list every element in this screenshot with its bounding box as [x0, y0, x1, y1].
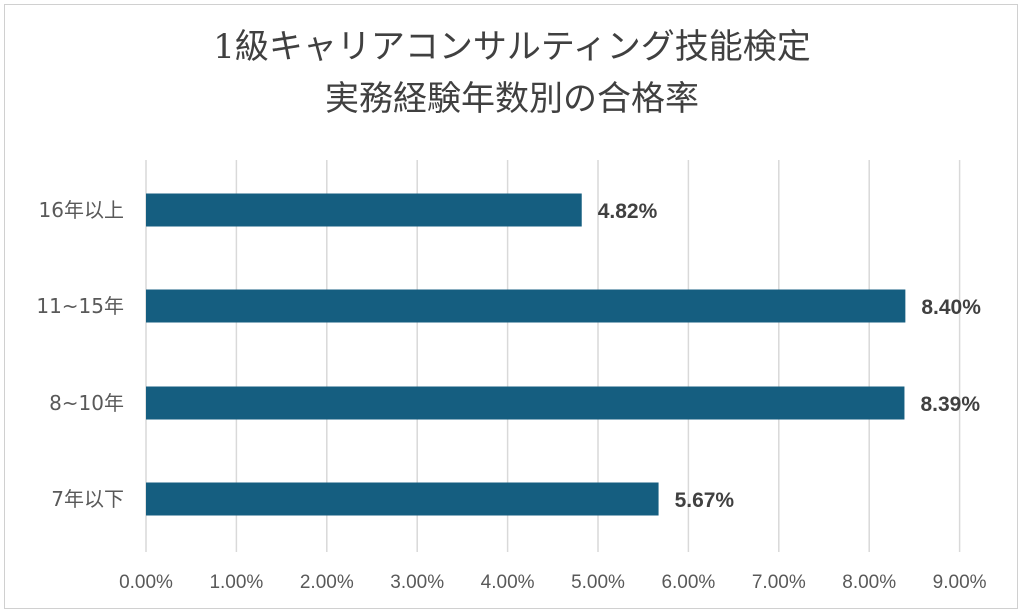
x-tick-label: 7.00% [752, 572, 806, 593]
x-tick-label: 2.00% [300, 572, 354, 593]
x-tick-label: 1.00% [209, 572, 263, 593]
x-tick-label: 3.00% [390, 572, 444, 593]
bar [146, 386, 905, 420]
bar [146, 289, 906, 323]
x-tick-label: 4.00% [481, 572, 535, 593]
x-tick-label: 0.00% [119, 572, 173, 593]
chart-title-line-1: 1級キャリアコンサルティング技能検定 [213, 27, 811, 67]
category-label: 16年以上 [39, 198, 124, 222]
category-label: 11~15年 [36, 294, 124, 318]
bar [146, 482, 659, 516]
data-label: 8.40% [921, 296, 981, 319]
category-label: 7年以下 [51, 487, 124, 511]
x-tick-label: 9.00% [933, 572, 987, 593]
data-label: 8.39% [920, 393, 980, 416]
x-tick-label: 6.00% [661, 572, 715, 593]
data-label: 4.82% [598, 200, 658, 223]
data-label: 5.67% [675, 489, 735, 512]
x-tick-label: 5.00% [571, 572, 625, 593]
chart-title-line-2: 実務経験年数別の合格率 [325, 79, 699, 119]
x-tick-label: 8.00% [842, 572, 896, 593]
category-label: 8~10年 [49, 391, 124, 415]
bar [146, 193, 582, 227]
